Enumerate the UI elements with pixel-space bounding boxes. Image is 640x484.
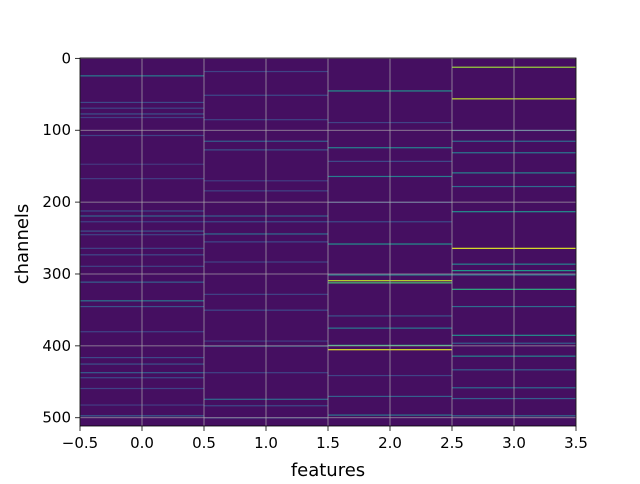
y-axis-label: channels [12,204,33,285]
x-tick-label: 3.0 [502,434,526,452]
y-tick-label: 200 [42,193,71,211]
x-tick-label: 1.5 [316,434,340,452]
x-axis-label: features [291,460,365,480]
y-tick-label: 0 [61,49,71,67]
y-tick-label: 500 [42,409,71,427]
x-tick-label: 3.5 [564,434,588,452]
y-tick-label: 400 [42,337,71,355]
y-tick-label: 300 [42,265,71,283]
x-tick-label: 0.5 [192,434,216,452]
x-axis-ticks: −0.5 0.0 0.5 1.0 1.5 2.0 2.5 3.0 3.5 [62,426,588,452]
x-tick-label: 0.0 [130,434,154,452]
y-axis-ticks: 0 100 200 300 400 500 [42,49,80,427]
x-tick-label: 2.0 [378,434,402,452]
x-tick-label: 1.0 [254,434,278,452]
y-tick-label: 100 [42,121,71,139]
x-tick-label: 2.5 [440,434,464,452]
x-tick-label: −0.5 [62,434,98,452]
